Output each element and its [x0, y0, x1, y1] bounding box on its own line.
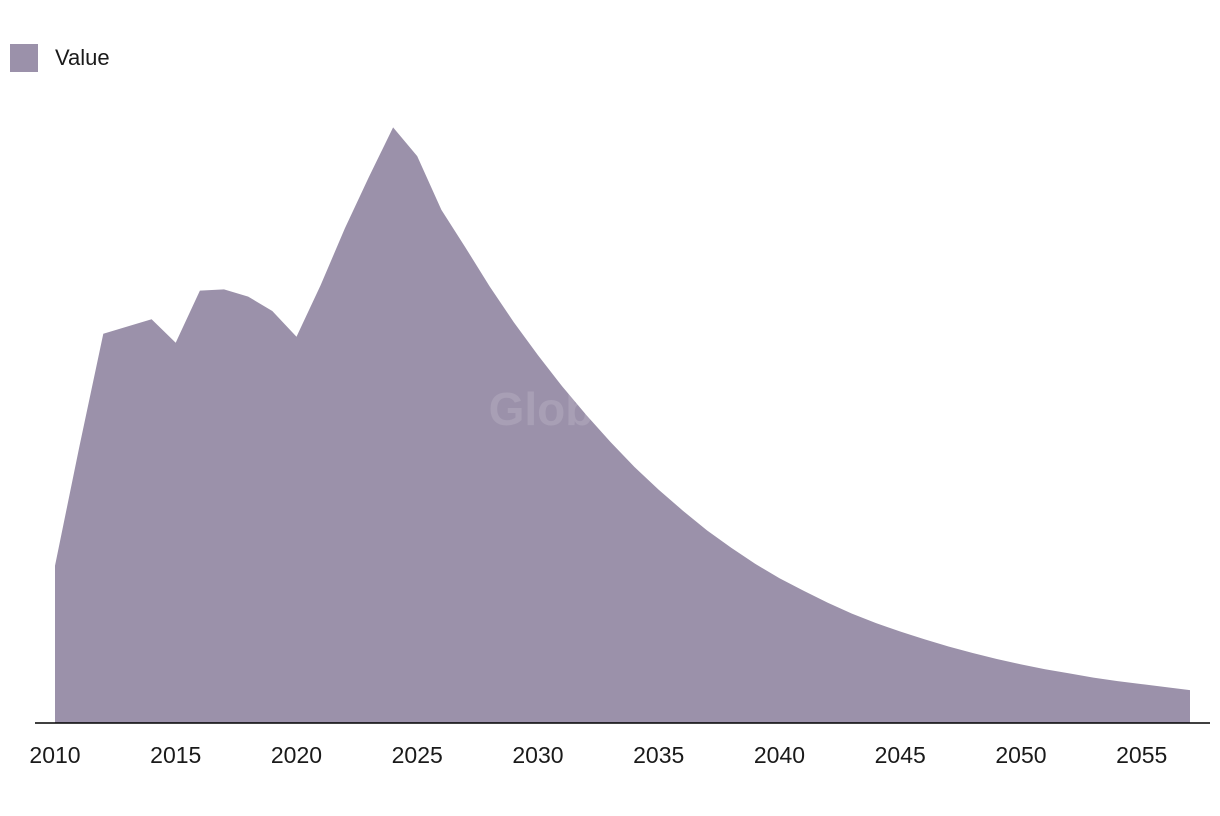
x-axis-tick-labels: 2010 2015 2020 2025 2030 2035 2040 2045 2050 2055: [29, 742, 1167, 768]
x-tick-label: 2050: [995, 742, 1046, 768]
x-tick-label: 2035: [633, 742, 684, 768]
x-tick-label: 2055: [1116, 742, 1167, 768]
chart-legend: Value: [10, 44, 110, 72]
series-area-value: [55, 127, 1190, 723]
x-tick-label: 2040: [754, 742, 805, 768]
legend-swatch: [10, 44, 38, 72]
x-tick-label: 2030: [512, 742, 563, 768]
watermark: GlobalData: [489, 383, 732, 435]
x-tick-label: 2045: [875, 742, 926, 768]
x-tick-label: 2010: [29, 742, 80, 768]
legend-label: Value: [55, 45, 110, 70]
x-tick-label: 2015: [150, 742, 201, 768]
x-tick-label: 2020: [271, 742, 322, 768]
x-tick-label: 2025: [392, 742, 443, 768]
